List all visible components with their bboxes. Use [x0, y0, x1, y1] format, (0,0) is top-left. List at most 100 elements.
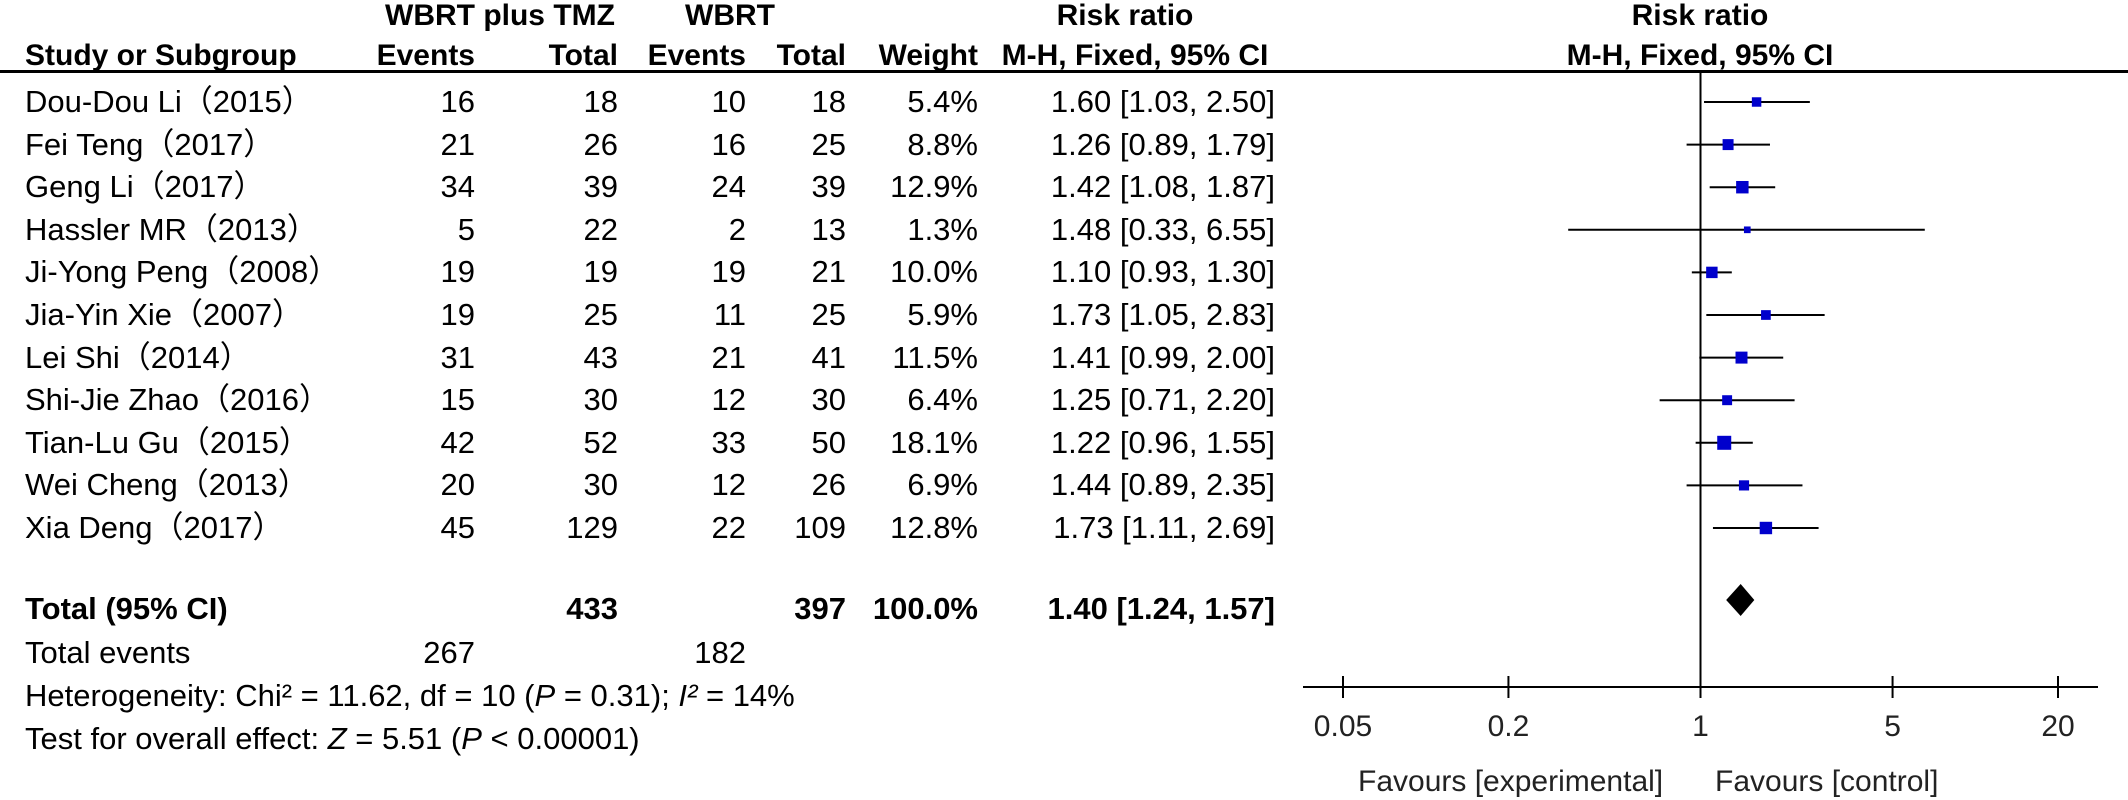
header-risk-ratio-table: Risk ratio: [1056, 0, 1194, 32]
x-tick-label: 0.2: [1488, 710, 1530, 743]
overall-effect-stat: Test for overall effect: Z = 5.51 (P < 0…: [25, 721, 640, 756]
study-name: Lei Shi（2014）: [25, 339, 251, 375]
favours-control-label: Favours [control]: [1715, 765, 1939, 798]
total1-cell: 43: [583, 339, 618, 375]
total-ci: 1.40 [1.24, 1.57]: [1047, 591, 1276, 626]
total2-cell: 109: [794, 510, 846, 545]
total1-cell: 52: [583, 424, 618, 460]
total1-cell: 25: [583, 297, 618, 332]
events2-cell: 12: [711, 382, 746, 418]
point-marker: [1706, 266, 1718, 279]
total-events-label: Total events: [25, 635, 191, 670]
events2-cell: 22: [711, 510, 746, 545]
weight-cell: 6.4%: [907, 382, 978, 418]
events1-cell: 19: [440, 254, 475, 290]
events1-cell: 16: [440, 84, 475, 119]
x-tick-label: 20: [2041, 710, 2074, 743]
events2-cell: 16: [711, 126, 746, 162]
x-tick-label: 0.05: [1314, 710, 1372, 743]
total-events2: 182: [694, 635, 746, 670]
total2-cell: 21: [811, 254, 846, 290]
point-marker: [1722, 139, 1734, 151]
ci-cell: 1.22 [0.96, 1.55]: [1050, 424, 1275, 460]
study-name: Hassler MR（2013）: [25, 211, 318, 247]
total-n2: 397: [794, 591, 846, 626]
total2-cell: 25: [811, 297, 846, 332]
weight-cell: 10.0%: [890, 254, 978, 290]
total1-cell: 18: [583, 84, 618, 119]
total2-cell: 18: [811, 84, 846, 119]
events1-cell: 20: [440, 467, 475, 503]
study-name: Jia-Yin Xie（2007）: [25, 297, 303, 332]
events2-cell: 19: [711, 254, 746, 290]
weight-cell: 12.8%: [890, 510, 978, 545]
events2-cell: 2: [728, 211, 746, 247]
ci-cell: 1.25 [0.71, 2.20]: [1050, 382, 1275, 418]
weight-cell: 1.3%: [907, 211, 978, 247]
header-method-table: M-H, Fixed, 95% CI: [1001, 39, 1269, 72]
weight-cell: 12.9%: [890, 169, 978, 205]
total-events1: 267: [423, 635, 475, 670]
events1-cell: 31: [440, 339, 475, 375]
study-name: Xia Deng（2017）: [25, 510, 284, 545]
events2-cell: 33: [711, 424, 746, 460]
total-n1: 433: [566, 591, 618, 626]
study-name: Fei Teng（2017）: [25, 126, 275, 162]
point-marker: [1717, 435, 1732, 450]
weight-cell: 5.9%: [907, 297, 978, 332]
study-name: Shi-Jie Zhao（2016）: [25, 382, 330, 418]
header-total1: Total: [548, 39, 618, 72]
x-tick-label: 5: [1884, 710, 1901, 743]
ci-cell: 1.60 [1.03, 2.50]: [1050, 84, 1275, 119]
events1-cell: 19: [440, 297, 475, 332]
favours-experimental-label: Favours [experimental]: [1358, 765, 1664, 798]
events2-cell: 12: [711, 467, 746, 503]
total-label: Total (95% CI): [25, 591, 228, 626]
point-marker: [1751, 97, 1762, 107]
ci-cell: 1.44 [0.89, 2.35]: [1050, 467, 1275, 503]
events1-cell: 5: [457, 211, 475, 247]
events1-cell: 45: [440, 510, 475, 545]
total2-cell: 39: [811, 169, 846, 205]
study-name: Wei Cheng（2013）: [25, 467, 309, 503]
events2-cell: 11: [713, 297, 746, 332]
total-weight: 100.0%: [872, 591, 978, 626]
total2-cell: 13: [811, 211, 846, 247]
total1-cell: 26: [583, 126, 618, 162]
events2-cell: 24: [711, 169, 746, 205]
header-group1: WBRT plus TMZ: [385, 0, 615, 32]
header-total2: Total: [776, 39, 846, 72]
point-marker: [1738, 480, 1750, 491]
study-name: Geng Li（2017）: [25, 169, 265, 205]
point-marker: [1743, 226, 1751, 234]
weight-cell: 6.9%: [907, 467, 978, 503]
weight-cell: 5.4%: [907, 84, 978, 119]
weight-cell: 8.8%: [907, 126, 978, 162]
total2-cell: 25: [811, 126, 846, 162]
events2-cell: 21: [711, 339, 746, 375]
total1-cell: 129: [566, 510, 618, 545]
x-tick-label: 1: [1692, 710, 1709, 743]
total2-cell: 41: [811, 339, 846, 375]
pooled-diamond: [1726, 584, 1755, 616]
events2-cell: 10: [711, 84, 746, 119]
ci-cell: 1.48 [0.33, 6.55]: [1050, 211, 1275, 247]
header-weight: Weight: [878, 39, 978, 72]
header-risk-ratio-plot: Risk ratio: [1631, 0, 1769, 32]
ci-cell: 1.26 [0.89, 1.79]: [1050, 126, 1275, 162]
point-marker: [1736, 180, 1749, 194]
header-events1: Events: [376, 39, 475, 72]
events1-cell: 34: [440, 169, 475, 205]
total1-cell: 19: [583, 254, 618, 290]
header-events2: Events: [647, 39, 746, 72]
header-study: Study or Subgroup: [25, 39, 297, 72]
point-marker: [1735, 351, 1748, 364]
point-marker: [1759, 521, 1773, 535]
point-marker: [1722, 395, 1733, 406]
total2-cell: 30: [811, 382, 846, 418]
weight-cell: 18.1%: [890, 424, 978, 460]
point-marker: [1761, 310, 1771, 320]
study-name: Ji-Yong Peng（2008）: [25, 254, 340, 290]
